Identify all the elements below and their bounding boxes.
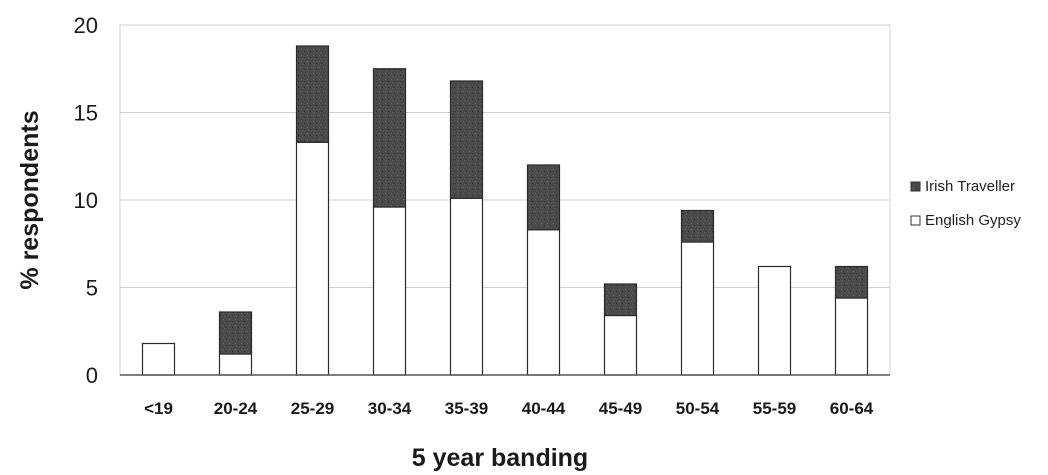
y-tick-label: 0 [86,363,98,388]
x-tick-label: 25-29 [291,399,334,418]
x-tick-label: 35-39 [445,399,488,418]
legend-label-english-gypsy: English Gypsy [925,212,1021,229]
bar-english-gypsy [449,197,484,376]
bar-irish-traveller [372,68,407,208]
x-tick-label: 55-59 [753,399,796,418]
legend-swatch-english-gypsy [910,215,921,226]
x-tick-labels: <19 20-24 25-29 30-34 35-39 40-44 45-49 50-54 55… [144,399,874,418]
bar-english-gypsy [526,229,561,376]
x-tick-label: 50-54 [676,399,720,418]
legend: Irish Traveller English Gypsy [910,178,1021,229]
bar-english-gypsy [757,265,792,376]
y-tick-label: 15 [74,101,98,126]
y-axis-title: % respondents [16,110,44,289]
x-tick-label: 60-64 [830,399,874,418]
x-tick-label: 45-49 [599,399,642,418]
x-tick-label: 20-24 [214,399,258,418]
bar-irish-traveller [218,311,253,355]
legend-swatch-irish-traveller [910,181,921,192]
x-tick-label: <19 [144,399,173,418]
bar-english-gypsy [680,241,715,376]
x-tick-label: 40-44 [522,399,566,418]
y-tick-labels: 0 5 10 15 20 [74,13,98,388]
x-axis-title: 5 year banding [412,444,588,472]
bars [141,45,869,376]
bar-irish-traveller [680,209,715,243]
legend-label-irish-traveller: Irish Traveller [925,178,1015,195]
bar-english-gypsy [603,314,638,376]
bar-english-gypsy [141,342,176,376]
bar-english-gypsy [834,297,869,376]
bar-english-gypsy [372,206,407,376]
bar-irish-traveller [449,80,484,199]
y-tick-label: 5 [86,276,98,301]
bar-english-gypsy [295,141,330,376]
bar-english-gypsy [218,353,253,376]
bar-irish-traveller [295,45,330,143]
bar-irish-traveller [526,164,561,231]
y-tick-label: 10 [74,188,98,213]
bar-irish-traveller [603,283,638,317]
x-tick-label: 30-34 [368,399,412,418]
y-tick-label: 20 [74,13,98,38]
bar-irish-traveller [834,265,869,299]
